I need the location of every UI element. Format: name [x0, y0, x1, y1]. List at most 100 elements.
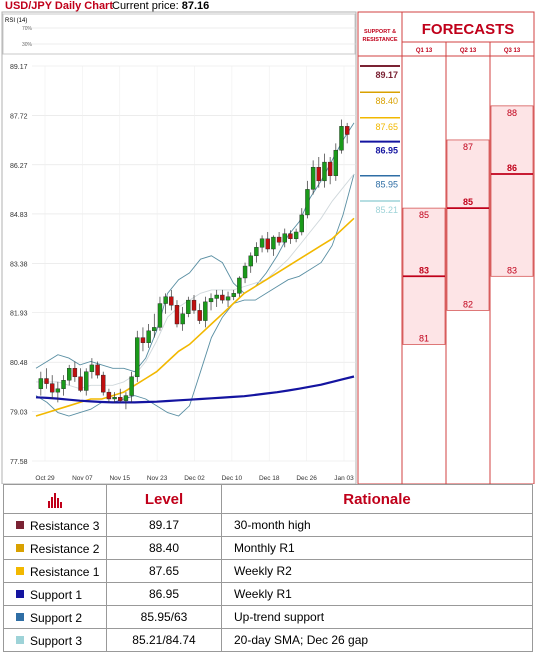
candle: [254, 242, 259, 263]
candle-body: [118, 397, 123, 401]
candle-body: [208, 298, 214, 303]
candle-body: [288, 233, 293, 239]
candle-body: [66, 368, 72, 381]
candle: [316, 156, 321, 188]
forecast-range: 85 83 81: [402, 207, 446, 345]
row-swatch: [16, 636, 24, 645]
candle: [72, 361, 78, 382]
candle: [299, 208, 304, 236]
y-tick-label: 79.03: [10, 410, 28, 417]
forecast-mid-label: 85: [463, 197, 473, 207]
row-value: 89.17: [106, 513, 222, 537]
y-tick-label: 84.83: [10, 212, 28, 219]
candle: [146, 323, 151, 348]
y-tick-label: 83.38: [10, 261, 28, 268]
gridlines: 89.17 87.72 86.27 84.83 83.38 81.93 80.48 79.03…: [10, 64, 356, 482]
sr-label-line1: SUPPORT &: [364, 29, 396, 35]
row-value: 88.40: [106, 536, 222, 560]
candle-body: [344, 126, 350, 135]
row-label: Resistance 2: [3, 536, 107, 560]
candle-body: [140, 337, 146, 343]
y-tick-label: 81.93: [10, 311, 28, 318]
candle: [293, 228, 299, 243]
x-tick-label: Nov 15: [109, 475, 130, 482]
overlay-lower-band: [35, 173, 355, 417]
bar-chart-icon: [48, 492, 62, 508]
quarter-label: Q1 13: [416, 48, 433, 54]
rsi-panel: RSI (14) 70% 30%: [2, 13, 356, 55]
candle: [66, 364, 72, 386]
candle-body: [282, 233, 287, 243]
forecast-high-label: 85: [419, 210, 429, 220]
current-price-value: 87.16: [181, 0, 210, 12]
table-row: Resistance 2 88.40 Monthly R1: [3, 536, 533, 560]
y-tick-label: 77.58: [10, 459, 28, 466]
candle-body: [44, 378, 49, 384]
y-tick-label: 80.48: [10, 360, 28, 367]
candle-body: [237, 277, 242, 294]
levels-table-header: Level Rationale: [3, 484, 533, 514]
candle: [129, 371, 134, 403]
candle-body: [191, 299, 197, 311]
candle: [344, 122, 350, 144]
row-swatch: [16, 613, 24, 622]
candle-body: [327, 161, 333, 176]
candle-body: [38, 378, 44, 389]
candle: [310, 160, 316, 195]
forecast-high-label: 88: [507, 108, 517, 118]
y-tick-label: 86.27: [10, 163, 28, 170]
row-swatch: [16, 590, 24, 599]
candle-body: [259, 238, 265, 248]
candle: [282, 228, 287, 248]
row-rationale: Up-trend support: [221, 605, 533, 629]
candle: [339, 119, 344, 154]
rsi-frame: [2, 13, 356, 55]
row-label: Support 3: [3, 628, 107, 652]
table-row: Resistance 1 87.65 Weekly R2: [3, 559, 533, 583]
candle-body: [61, 380, 66, 389]
candle: [44, 368, 49, 389]
candle: [322, 153, 327, 188]
candle-body: [214, 294, 219, 299]
candle: [174, 300, 180, 328]
forecast-low-label: 82: [463, 299, 473, 309]
candle-body: [152, 327, 157, 332]
header-icon-cell: [3, 484, 107, 514]
x-tick-label: Dec 26: [296, 475, 317, 482]
row-rationale: Monthly R1: [221, 536, 533, 560]
candle: [78, 368, 83, 393]
candle-body: [89, 364, 95, 372]
chart-canvas: RSI (14)70%30%89.1787.7286.2784.8383.388…: [1, 11, 535, 484]
row-value: 85.95/63: [106, 605, 222, 629]
candle: [231, 289, 236, 301]
sr-level-value: 85.95: [375, 180, 398, 190]
row-label: Resistance 1: [3, 559, 107, 583]
candle-body: [163, 296, 168, 304]
candle: [61, 375, 66, 396]
forecast-box: [446, 139, 490, 311]
candle: [327, 156, 333, 185]
forecast-high-label: 87: [463, 142, 473, 152]
candle-body: [135, 337, 140, 378]
row-value: 87.65: [106, 559, 222, 583]
table-row: Resistance 3 89.17 30-month high: [3, 513, 533, 537]
quarter-label: Q3 13: [504, 48, 521, 54]
candle-body: [180, 313, 185, 325]
candle: [220, 289, 225, 304]
candle: [191, 295, 197, 314]
x-tick-label: Nov 07: [72, 475, 93, 482]
candle-body: [231, 293, 236, 297]
quarter-label: Q2 13: [460, 48, 477, 54]
candle: [140, 327, 146, 352]
rsi-tick-high: 70%: [22, 26, 33, 32]
x-tick-label: Nov 23: [147, 475, 168, 482]
candle-body: [157, 303, 163, 328]
candle: [169, 289, 174, 311]
row-rationale: 30-month high: [221, 513, 533, 537]
y-tick-label: 89.17: [10, 64, 28, 71]
candle-body: [293, 231, 299, 239]
candle: [186, 296, 191, 318]
sr-level-value: 89.17: [375, 70, 398, 80]
candle: [135, 330, 140, 382]
row-label: Support 2: [3, 605, 107, 629]
